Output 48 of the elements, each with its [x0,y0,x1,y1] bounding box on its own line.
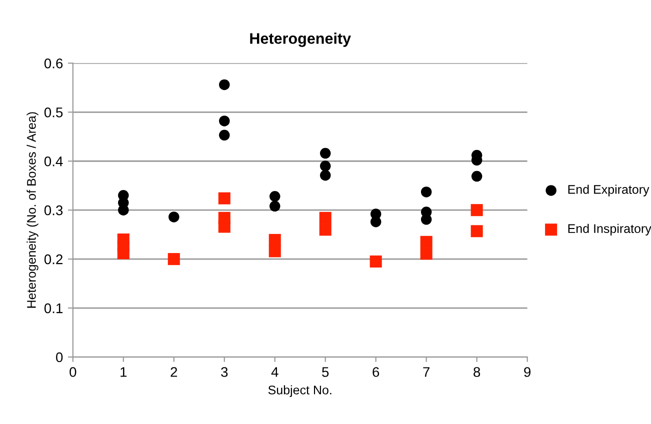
point [319,224,332,236]
point [168,253,180,266]
point [219,79,230,90]
x-tick-label: 6 [372,367,380,377]
y-tick-label: 0.5 [44,107,63,118]
x-tick-label: 8 [474,367,480,377]
legend-label: End Inspiratory [568,224,651,236]
x-tick-label: 2 [170,367,178,377]
point [320,170,331,181]
x-axis-title: Subject No. [268,385,332,397]
x-tick-label: 0 [70,367,76,377]
point [268,234,281,246]
point [269,200,280,212]
point [269,191,280,202]
x-tick-label: 3 [221,367,228,377]
point [470,225,483,238]
point [420,236,432,248]
point [117,247,130,260]
x-tick-label: 5 [322,367,329,377]
y-tick-label: 0.4 [44,156,63,166]
point [370,256,382,268]
x-tick-label: 7 [423,367,430,377]
point [320,148,331,159]
point [219,116,230,126]
point [219,130,230,141]
chart-title: Heterogeneity [250,32,351,47]
point [471,170,482,182]
point [320,160,331,172]
x-tick-label: 9 [524,367,531,377]
y-tick-label: 0.2 [44,254,62,264]
point [218,192,230,204]
point [268,245,281,258]
x-tick-label: 4 [271,367,278,377]
point [420,186,432,198]
y-tick-label: 0.6 [44,58,63,68]
x-tick-label: 1 [120,367,127,377]
point [470,204,483,216]
y-tick-label: 0 [56,352,63,362]
point [319,212,332,224]
point [118,204,129,216]
legend-label: End Expiratory [568,184,650,196]
point [420,214,432,225]
point [420,248,432,260]
point [218,220,230,233]
y-tick-label: 0.3 [44,205,63,216]
y-axis-title: Heterogeneity (No. of Boxes / Area) [26,112,38,308]
y-tick-label: 0.1 [44,303,63,314]
point [168,212,180,222]
